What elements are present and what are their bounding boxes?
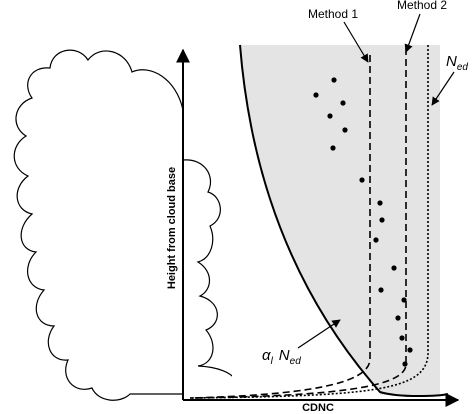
ned-label: Ned (446, 53, 468, 73)
method-1-label: Method 1 (308, 7, 358, 21)
alpha-ned-symbol: N (279, 347, 290, 364)
method-1-arrow (343, 21, 369, 63)
alpha-ned-arrow (297, 319, 341, 349)
ned-curve (189, 45, 429, 399)
alpha-ned-label: αl Ned (262, 347, 301, 367)
cloud-outline (13, 49, 184, 401)
method-2-curve (189, 48, 407, 399)
alpha-symbol: α (262, 347, 271, 364)
method-2-arrow (404, 13, 421, 53)
cloud-outline-right (182, 159, 239, 399)
ned-symbol: N (446, 53, 457, 70)
ned-arrow (431, 71, 455, 106)
alpha-ned-subscript: ed (290, 356, 302, 367)
ned-subscript: ed (457, 62, 469, 73)
shaded-mask (232, 45, 380, 396)
x-axis-label: CDNC (302, 402, 334, 414)
observations (313, 77, 413, 367)
alpha-subscript: l (271, 356, 274, 367)
method-2-label: Method 2 (397, 0, 447, 12)
y-axis-label: Height from cloud base (166, 167, 178, 289)
alpha-ned-curve (239, 44, 449, 397)
